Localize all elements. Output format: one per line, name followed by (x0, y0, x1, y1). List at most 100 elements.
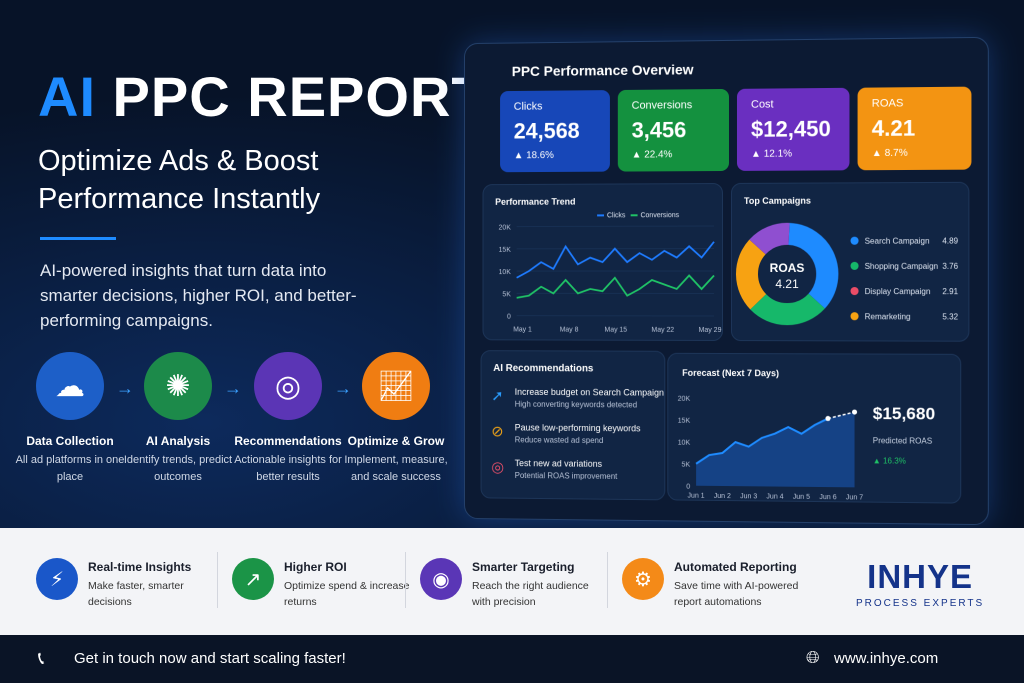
feature-item: ⚙ Automated Reporting Save time with AI-po… (622, 558, 809, 610)
x-tick-label: May 29 (699, 327, 722, 334)
process-step: 📈︎ Optimize & Grow Implement, measure, and… (341, 352, 451, 486)
performance-trend-panel: Performance Trend 0 5K 10K 15K 20K May 1 May 8 M… (482, 183, 723, 341)
forecast-point (825, 415, 831, 422)
y-tick-label: 0 (507, 314, 511, 321)
top-campaigns-panel: Top Campaigns ROAS 4.21 Search Campaign 4.89… (731, 181, 970, 343)
subtitle: Optimize Ads & Boost Performance Instant… (38, 145, 321, 215)
globe-icon: 🌐︎ (806, 648, 820, 667)
y-tick-label: 10K (499, 269, 512, 276)
y-tick-label: 5K (682, 462, 691, 469)
forecast-chart: Forecast (Next 7 Days) 0 5K 10K 15K 20K Jun 1 J… (678, 368, 935, 502)
legend-label: Conversions (641, 212, 680, 219)
legend-value: 2.91 (942, 287, 958, 296)
recommendation-item[interactable]: ◎ Test new ad variations Potential ROAS im… (491, 458, 618, 481)
recommendation-item[interactable]: ➚ Increase budget on Search Campaign High … (491, 386, 664, 410)
y-tick-label: 15K (678, 418, 691, 425)
target-icon: ◎ (254, 352, 322, 420)
legend-dot (850, 236, 859, 245)
legend-value: 3.76 (942, 262, 958, 271)
legend-dot (850, 312, 859, 321)
x-tick-label: Jun 4 (766, 493, 783, 500)
process-step: ☁ Data Collection All ad platforms in one … (15, 352, 125, 486)
inhye-logo: INHYE PROCESS EXPERTS (856, 558, 985, 609)
kpi-card: Clicks 24,568 ▲ 18.6% (500, 90, 610, 173)
legend-label: Remarketing (865, 312, 911, 321)
legend-value: 5.32 (942, 312, 958, 321)
y-tick-label: 20K (678, 396, 691, 403)
process-step: ✺ AI Analysis Identify trends, predict out… (123, 352, 233, 486)
legend-value: 4.89 (942, 236, 958, 245)
x-tick-label: Jun 5 (793, 494, 810, 501)
legend-label: Search Campaign (865, 236, 930, 245)
x-tick-label: May 1 (513, 326, 532, 333)
phone-icon: 📞︎ (38, 648, 45, 668)
x-tick-label: Jun 6 (819, 494, 836, 501)
x-tick-label: Jun 7 (846, 494, 863, 501)
chart-title: Performance Trend (495, 197, 575, 207)
legend-label: Display Campaign (865, 287, 931, 296)
arrow-right-icon: → (224, 378, 242, 398)
pause-icon: ⊘ (491, 423, 504, 441)
donut-slice (758, 301, 817, 314)
forecast-panel: Forecast (Next 7 Days) 0 5K 10K 15K 20K Jun 1 J… (667, 352, 962, 504)
y-tick-label: 0 (686, 484, 690, 491)
feature-item: ◉ Smarter Targeting Reach the right audien… (420, 558, 607, 610)
legend-dot (850, 287, 859, 296)
divider (40, 237, 116, 240)
predicted-caption: Predicted ROAS (873, 436, 932, 446)
predicted-value: $15,680 (873, 404, 935, 424)
feature-item: ↗ Higher ROI Optimize spend & increase ret… (232, 558, 419, 610)
donut-slice (757, 234, 789, 247)
x-tick-label: May 22 (651, 327, 674, 334)
predicted-change: ▲ 16.3% (873, 456, 906, 465)
rocket-icon: ➚ (491, 387, 504, 405)
donut-slice (747, 247, 758, 302)
arrow-right-icon: → (116, 378, 134, 398)
y-tick-label: 20K (499, 225, 512, 232)
footer: 📞︎ Get in touch now and start scaling fa… (0, 635, 1024, 683)
panel-title: AI Recommendations (493, 363, 594, 375)
lightning-icon: ⚡︎ (36, 558, 78, 600)
performance-trend-chart: Performance Trend 0 5K 10K 15K 20K May 1 May 8 M… (495, 197, 722, 334)
trend-up-icon: ↗ (232, 558, 274, 600)
up-arrow-icon: ▲ (631, 149, 645, 161)
website-link[interactable]: www.inhye.com (834, 650, 939, 667)
legend-dot (850, 261, 859, 270)
divider (405, 552, 406, 608)
legend-label: Shopping Campaign (865, 262, 938, 271)
forecast-area (696, 411, 855, 488)
intro-paragraph: AI-powered insights that turn data into … (40, 261, 357, 330)
growth-chart-icon: 📈︎ (362, 352, 430, 420)
x-tick-label: Jun 2 (714, 493, 731, 500)
cloud-upload-icon: ☁ (36, 352, 104, 420)
donut-center-label: ROAS (770, 261, 805, 275)
arrow-right-icon: → (334, 378, 352, 398)
legend-swatch (630, 214, 638, 217)
dashboard-title: PPC Performance Overview (511, 61, 694, 80)
dashboard-mockup: PPC Performance Overview Clicks 24,568 ▲ 1… (464, 36, 989, 526)
x-tick-label: May 8 (560, 327, 579, 334)
top-campaigns-chart: Top Campaigns ROAS 4.21 Search Campaign 4.89… (732, 183, 959, 343)
headline: AI PPC REPORTS (38, 65, 525, 128)
kpi-card: ROAS 4.21 ▲ 8.7% (857, 86, 972, 171)
divider (217, 552, 218, 608)
ai-recommendations-panel: AI Recommendations ➚ Increase budget on S… (480, 350, 666, 501)
y-tick-label: 10K (678, 440, 691, 447)
user-target-icon: ◉ (420, 558, 462, 600)
cta-text: Get in touch now and start scaling faste… (74, 650, 346, 667)
series-line-clicks (517, 242, 714, 278)
kpi-card: Conversions 3,456 ▲ 22.4% (617, 88, 729, 172)
forecast-point (852, 409, 858, 415)
chart-title: Top Campaigns (744, 196, 811, 206)
x-tick-label: Jun 3 (740, 493, 757, 500)
up-arrow-icon: ▲ (871, 147, 885, 160)
target-icon: ◎ (491, 458, 505, 476)
series-line-conversions (517, 276, 714, 298)
legend-swatch (597, 214, 605, 217)
gear-icon: ⚙ (622, 558, 664, 600)
recommendation-item[interactable]: ⊘ Pause low-performing keywords Reduce was… (491, 422, 641, 446)
gridline (517, 226, 714, 227)
process-step: ◎ Recommendations Actionable insights for … (233, 352, 343, 486)
y-tick-label: 15K (499, 247, 512, 254)
feature-item: ⚡︎ Real-time Insights Make faster, smarter… (36, 558, 223, 610)
